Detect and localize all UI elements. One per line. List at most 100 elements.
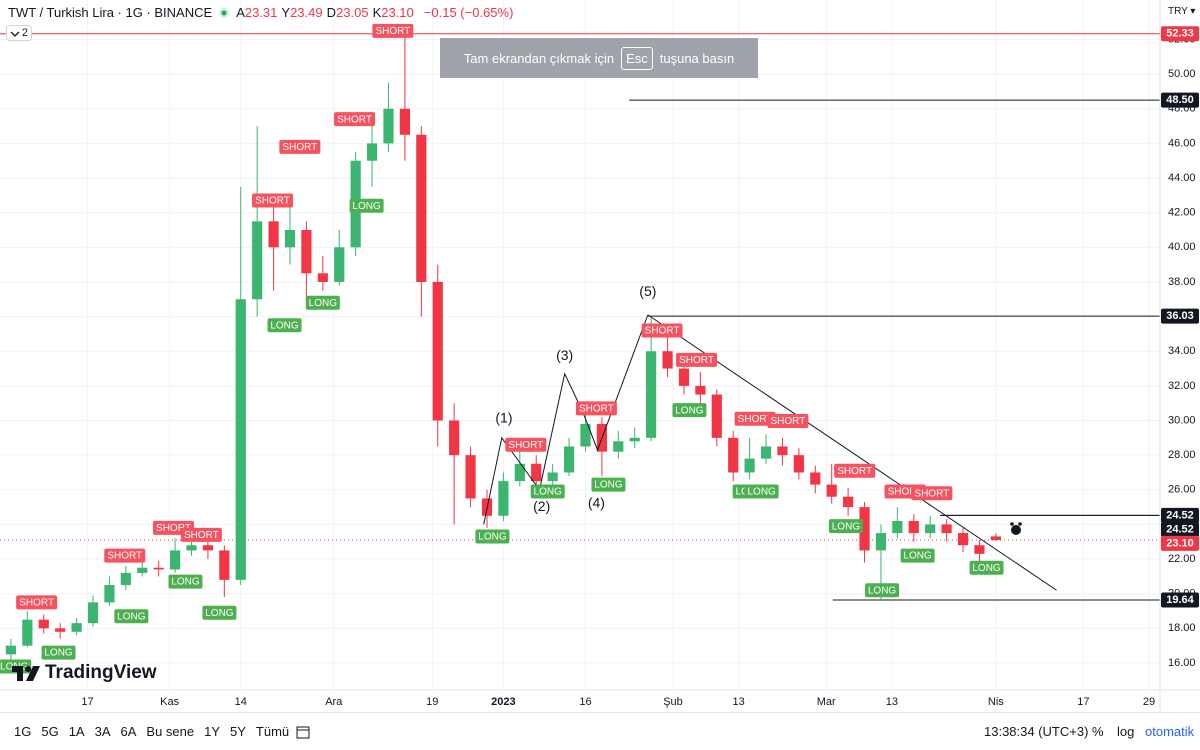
- signal-label: LONG: [675, 405, 704, 416]
- signal-label: SHORT: [679, 355, 714, 366]
- range-button[interactable]: 1G: [14, 724, 32, 739]
- signal-label: SHORT: [375, 26, 410, 37]
- y-tick-label: 32.00: [1168, 380, 1196, 392]
- signal-badge: [372, 23, 414, 38]
- alarm-bell: [1018, 522, 1022, 526]
- indicator-toggle[interactable]: 2: [6, 25, 32, 41]
- candle-body: [547, 472, 558, 482]
- currency[interactable]: TRY ▾: [1168, 6, 1196, 17]
- candle-body: [284, 230, 296, 248]
- candle-body: [875, 533, 887, 551]
- log-toggle[interactable]: log: [1117, 724, 1135, 739]
- range-button[interactable]: 5Y: [230, 724, 246, 739]
- candle-body: [760, 446, 772, 459]
- ohlc-key: D: [326, 5, 337, 20]
- signal-badge: [734, 411, 776, 426]
- y-tick-label: 42.00: [1168, 207, 1196, 219]
- status-dot: [219, 7, 230, 18]
- signal-label: SHORT: [914, 488, 949, 499]
- candle-body: [908, 520, 919, 534]
- signal-label: LONG: [309, 298, 338, 309]
- signal-badge: [641, 323, 683, 338]
- candle-body: [990, 536, 1001, 541]
- range-button[interactable]: 1Y: [204, 724, 221, 739]
- ohlc-key: K: [372, 5, 382, 20]
- symbol[interactable]: TWT / Turkish Lira · 1G · BINANCE: [8, 5, 213, 20]
- signal-label: LONG: [534, 487, 563, 498]
- ohlc-value: 23.31: [244, 5, 278, 20]
- candle-body: [925, 524, 936, 534]
- candle-body: [416, 134, 427, 282]
- candle-body: [465, 455, 476, 499]
- signal-badge: [969, 560, 1004, 575]
- range-button[interactable]: Bu sene: [146, 724, 195, 739]
- x-tick-label: 14: [235, 696, 247, 708]
- y-tick-label: 28.00: [1168, 449, 1196, 461]
- candle-body: [120, 572, 131, 586]
- price-tag: [1161, 308, 1199, 324]
- signal-label: LONG: [594, 480, 623, 491]
- signal-badge: [676, 352, 718, 367]
- date-range-icon[interactable]: [296, 725, 310, 739]
- range-button[interactable]: 1A: [68, 724, 85, 739]
- candle-body: [235, 299, 246, 580]
- x-tick-label: Ara: [325, 696, 343, 708]
- price-tag-label: 48.50: [1166, 94, 1194, 106]
- signal-badge: [672, 403, 707, 418]
- price-tag-label: 23.10: [1166, 537, 1194, 549]
- signal-label: SHORT: [771, 416, 806, 427]
- range-button[interactable]: 5G: [41, 724, 59, 739]
- x-tick-label: 16: [579, 696, 591, 708]
- auto-toggle[interactable]: otomatik: [1145, 724, 1195, 739]
- price-tag: [1161, 521, 1199, 537]
- candle-body: [728, 437, 739, 473]
- alarm-icon[interactable]: [1010, 522, 1022, 535]
- signal-label: SHORT: [837, 466, 872, 477]
- range-button[interactable]: Tümü: [255, 724, 290, 739]
- price-tag: [1161, 26, 1199, 42]
- candle-body: [383, 108, 394, 144]
- price-tag-label: 36.03: [1166, 310, 1194, 322]
- candle-body: [646, 351, 657, 438]
- signal-label: LONG: [270, 320, 299, 331]
- signal-badge: [505, 437, 547, 452]
- price-tag-label: 52.33: [1166, 28, 1194, 40]
- signal-badge: [349, 198, 384, 213]
- range-button[interactable]: 6A: [120, 724, 137, 739]
- price-tag: [1161, 592, 1199, 608]
- wave-label: (1): [495, 409, 512, 425]
- candle-body: [957, 533, 969, 546]
- header: TWT / Turkish Lira · 1G · BINANCE A23.31…: [8, 5, 513, 20]
- ohlc-value: 23.49: [290, 5, 323, 20]
- wave-label: (5): [639, 283, 656, 299]
- candle-body: [87, 602, 99, 624]
- y-tick-label: 22.00: [1168, 553, 1196, 565]
- signal-label: LONG: [903, 551, 932, 562]
- x-tick-label: 19: [426, 696, 438, 708]
- range-button[interactable]: 3A: [94, 724, 111, 739]
- alarm-bell: [1010, 522, 1014, 526]
- x-tick-label: Mar: [817, 696, 836, 708]
- signal-label: LONG: [171, 577, 200, 588]
- signal-badge: [591, 477, 626, 492]
- ohlc-key: A: [236, 5, 245, 20]
- x-tick-label: Şub: [663, 696, 683, 708]
- percent-toggle[interactable]: %: [1092, 724, 1104, 739]
- candle-body: [366, 143, 378, 161]
- chevron: [10, 31, 20, 37]
- y-tick-label: 46.00: [1168, 137, 1196, 149]
- y-tick-label: 40.00: [1168, 241, 1196, 253]
- signal-badge: [530, 484, 565, 499]
- wave-label: (2): [533, 498, 550, 514]
- wave-label: (3): [556, 347, 573, 363]
- candle-body: [859, 507, 870, 551]
- candle-body: [662, 351, 673, 369]
- x-tick-label: 2023: [491, 696, 515, 708]
- candle-body: [202, 545, 214, 551]
- clock[interactable]: 13:38:34 (UTC+3): [984, 724, 1089, 739]
- candle-body: [892, 520, 903, 534]
- ohlc-key: Y: [281, 5, 291, 20]
- candle-body: [432, 281, 443, 421]
- candle-body: [137, 567, 148, 573]
